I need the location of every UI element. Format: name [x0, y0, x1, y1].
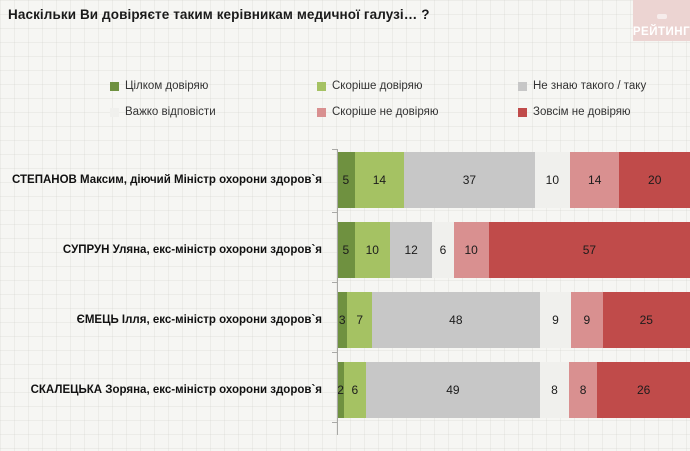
- axis-tick: [332, 282, 337, 283]
- stacked-bar: 5 10 12 6 10 57: [337, 222, 690, 278]
- legend-swatch-icon: [317, 81, 326, 91]
- bar-row: ЄМЕЦЬ Ілля, екс-міністр охорони здоров`я…: [0, 292, 690, 348]
- bar-segment: 8: [568, 362, 598, 418]
- logo-text: РЕЙТИНГ: [632, 26, 690, 38]
- bar-segment: 8: [540, 362, 569, 418]
- bar-segment: 20: [619, 152, 690, 208]
- bar-row: СКАЛЕЦЬКА Зоряна, екс-міністр охорони зд…: [0, 362, 690, 418]
- bar-segment: 5: [337, 222, 355, 278]
- category-label: СКАЛЕЦЬКА Зоряна, екс-міністр охорони зд…: [30, 384, 322, 396]
- category-label: СТЕПАНОВ Максим, діючий Міністр охорони …: [11, 174, 322, 186]
- bar-segment: 5: [337, 152, 355, 208]
- bar-segment: 3: [337, 292, 348, 348]
- bar-segment: 26: [597, 362, 690, 418]
- bar-segment: 6: [344, 362, 366, 418]
- axis-tick: [332, 352, 337, 353]
- bar-segment: 12: [389, 222, 433, 278]
- stacked-bar: 3 7 48 9 9 25: [337, 292, 690, 348]
- stacked-bar: 2 6 49 8 8 26: [337, 362, 690, 418]
- stacked-bar: 5 14 37 10 14 20: [337, 152, 690, 208]
- legend-item: Цілком довіряю: [110, 80, 317, 92]
- bar-segment: 14: [569, 152, 620, 208]
- bar-row: СУПРУН Уляна, екс-міністр охорони здоров…: [0, 222, 690, 278]
- category-label: СУПРУН Уляна, екс-міністр охорони здоров…: [62, 244, 322, 256]
- legend-swatch-icon: [518, 107, 527, 117]
- legend-label: Важко відповісти: [125, 106, 216, 118]
- legend-swatch-icon: [110, 107, 119, 117]
- bar-segment: 25: [602, 292, 690, 348]
- bar-segment: 14: [354, 152, 405, 208]
- bar-segment: 49: [365, 362, 541, 418]
- logo-mark-icon: [656, 14, 667, 19]
- legend-swatch-icon: [317, 107, 326, 117]
- category-axis-line: [332, 149, 338, 435]
- legend-item: Скоріше не довіряю: [317, 106, 518, 118]
- bar-segment: 10: [534, 152, 570, 208]
- axis-tick: [332, 422, 337, 423]
- bar-segment: 2: [337, 362, 345, 418]
- legend-item: Важко відповісти: [110, 106, 317, 118]
- legend-label: Зовсім не довіряю: [533, 106, 631, 118]
- bar-segment: 9: [571, 292, 603, 348]
- axis-tick: [332, 212, 337, 213]
- bar-segment: 10: [453, 222, 489, 278]
- bar-segment: 7: [347, 292, 372, 348]
- bar-segment: 37: [404, 152, 535, 208]
- legend-item: Скоріше довіряю: [317, 80, 518, 92]
- legend-item: Зовсім не довіряю: [518, 106, 680, 118]
- stacked-bar-chart: СТЕПАНОВ Максим, діючий Міністр охорони …: [0, 149, 690, 435]
- legend-label: Не знаю такого / таку: [533, 80, 647, 92]
- bar-segment: 6: [432, 222, 454, 278]
- rating-logo: РЕЙТИНГ: [633, 0, 690, 41]
- bar-segment: 10: [354, 222, 390, 278]
- legend: Цілком довіряю Скоріше довіряю Не знаю так…: [110, 80, 680, 118]
- legend-label: Цілком довіряю: [125, 80, 209, 92]
- bar-segment: 48: [371, 292, 540, 348]
- category-label: ЄМЕЦЬ Ілля, екс-міністр охорони здоров`я: [76, 314, 322, 326]
- bar-segment: 57: [488, 222, 690, 278]
- legend-label: Скоріше не довіряю: [332, 106, 439, 118]
- legend-swatch-icon: [518, 81, 527, 91]
- bar-row: СТЕПАНОВ Максим, діючий Міністр охорони …: [0, 152, 690, 208]
- legend-item: Не знаю такого / таку: [518, 80, 680, 92]
- legend-label: Скоріше довіряю: [332, 80, 423, 92]
- axis-tick: [332, 149, 337, 150]
- bar-segment: 9: [539, 292, 572, 348]
- chart-title: Наскільки Ви довіряєте таким керівникам …: [8, 7, 430, 22]
- legend-swatch-icon: [110, 81, 119, 91]
